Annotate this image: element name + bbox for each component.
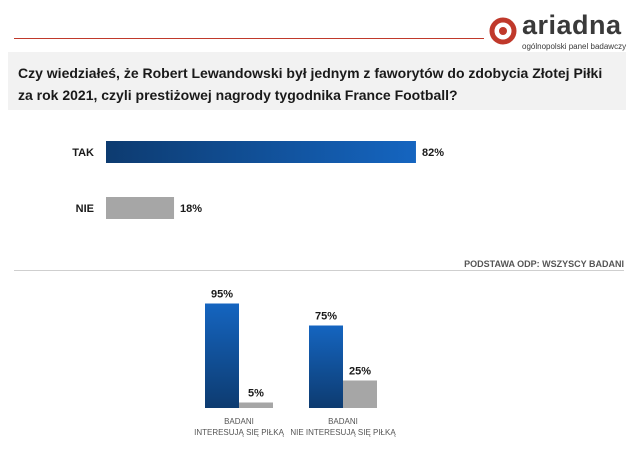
base-note: PODSTAWA ODP: WSZYSCY BADANI (464, 259, 624, 269)
bar-group2-series1 (309, 325, 343, 408)
bar-nie (106, 197, 175, 219)
group-label-1-line2: INTERESUJĄ SIĘ PIŁKĄ (194, 428, 284, 437)
group-label-1-line1: BADANI (224, 417, 254, 426)
question-box: Czy wiedziałeś, że Robert Lewandowski by… (8, 52, 626, 110)
vertical-bar-chart: 95% 5% BADANI INTERESUJĄ SIĘ PIŁKĄ 75% 25% BAD… (194, 289, 396, 438)
base-divider (14, 270, 624, 271)
question-text: Czy wiedziałeś, że Robert Lewandowski by… (18, 65, 603, 103)
group-label-2-line2: NIE INTERESUJĄ SIĘ PIŁKĄ (290, 428, 396, 437)
category-label-nie: NIE (76, 203, 94, 215)
bar-tak (106, 141, 416, 163)
value-label-tak: 82% (422, 147, 444, 159)
brand-logo: ariadna ogólnopolski panel badawczy (488, 10, 628, 51)
ariadna-logo-icon (489, 17, 517, 45)
header-rule (14, 38, 484, 39)
bar-group1-series1 (205, 303, 239, 408)
value-label-group1-series2: 5% (248, 388, 264, 400)
value-label-group2-series1: 75% (315, 311, 337, 323)
value-label-nie: 18% (180, 203, 202, 215)
brand-tagline: ogólnopolski panel badawczy (522, 42, 627, 51)
brand-name: ariadna (522, 10, 622, 40)
horizontal-bar-chart: TAK 82% NIE 18% (72, 141, 444, 219)
bar-group1-series2 (239, 402, 273, 408)
group-label-2-line1: BADANI (328, 417, 358, 426)
bar-group2-series2 (343, 380, 377, 408)
category-label-tak: TAK (72, 147, 94, 159)
value-label-group1-series1: 95% (211, 289, 233, 301)
value-label-group2-series2: 25% (349, 366, 371, 378)
